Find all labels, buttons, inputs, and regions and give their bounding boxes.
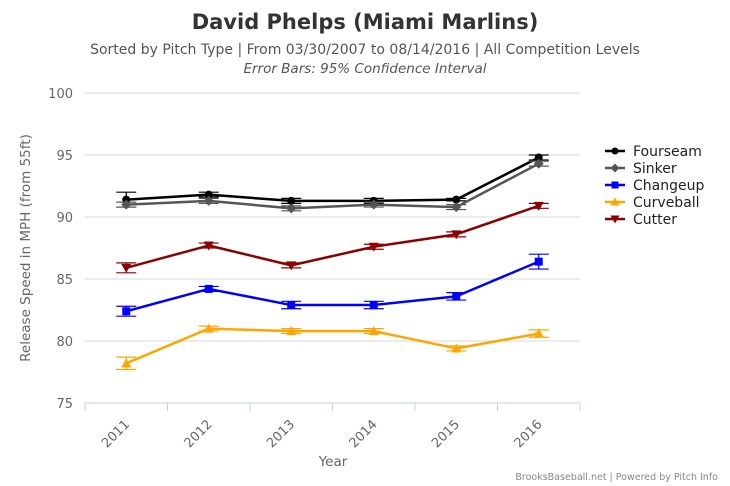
data-point-fourseam-2013	[287, 196, 296, 205]
data-point-sinker-2014	[368, 199, 379, 210]
x-tick-label-2011: 2011	[99, 417, 133, 451]
data-point-sinker-2011	[121, 199, 132, 210]
data-point-cutter-2014	[368, 242, 379, 252]
legend-label-cutter: Cutter	[633, 212, 677, 228]
series-line-fourseam	[125, 156, 540, 203]
data-point-curveball-2011	[121, 358, 132, 368]
chart-subtitle-error-bars: Error Bars: 95% Confidence Interval	[243, 61, 486, 77]
series-layer	[116, 153, 549, 371]
data-point-cutter-2015	[451, 230, 462, 240]
legend-item-changeup[interactable]: Changeup	[605, 178, 704, 194]
x-tick-label-2016: 2016	[512, 417, 546, 451]
data-point-cutter-2016	[533, 201, 544, 211]
legend-item-fourseam[interactable]: Fourseam	[605, 144, 702, 160]
data-point-changeup-2012	[204, 284, 213, 293]
data-point-changeup-2014	[369, 301, 378, 310]
y-tick-label-90: 90	[56, 211, 73, 226]
data-point-curveball-2014	[368, 326, 379, 336]
legend-label-fourseam: Fourseam	[633, 144, 702, 160]
data-point-changeup-2011	[122, 307, 131, 316]
data-point-sinker-2013	[286, 203, 297, 214]
x-tick-label-2012: 2012	[182, 417, 216, 451]
data-point-cutter-2013	[286, 261, 297, 271]
y-tick-label-80: 80	[56, 335, 73, 350]
series-curveball	[116, 323, 549, 371]
legend-marker-cutter	[610, 215, 620, 224]
data-point-cutter-2011	[121, 263, 132, 273]
series-line-curveball	[125, 327, 540, 365]
series-line-sinker	[125, 162, 540, 210]
data-point-curveball-2016	[533, 328, 544, 338]
x-tick-label-2014: 2014	[347, 417, 381, 451]
legend-label-curveball: Curveball	[633, 195, 700, 211]
legend-marker-curveball	[610, 197, 620, 206]
y-tick-label-100: 100	[48, 87, 73, 102]
data-point-changeup-2013	[287, 301, 296, 310]
chart-title: David Phelps (Miami Marlins)	[192, 10, 539, 34]
series-line-cutter	[125, 204, 540, 270]
legend-item-curveball[interactable]: Curveball	[605, 195, 700, 211]
data-point-cutter-2012	[203, 241, 214, 251]
data-point-fourseam-2015	[452, 195, 461, 204]
y-tick-label-75: 75	[56, 397, 73, 412]
chart-subtitle: Sorted by Pitch Type | From 03/30/2007 t…	[90, 42, 640, 58]
series-sinker	[116, 158, 549, 214]
data-point-changeup-2016	[534, 257, 543, 266]
data-point-fourseam-2012	[204, 190, 213, 199]
data-point-curveball-2012	[203, 323, 214, 333]
data-point-sinker-2015	[451, 202, 462, 213]
data-point-sinker-2012	[203, 195, 214, 206]
y-tick-label-95: 95	[56, 149, 73, 164]
data-point-changeup-2015	[452, 292, 461, 301]
legend-item-cutter[interactable]: Cutter	[605, 212, 677, 228]
legend-item-sinker[interactable]: Sinker	[605, 161, 677, 177]
series-line-changeup	[125, 260, 540, 313]
data-point-curveball-2015	[451, 343, 462, 353]
legend-label-sinker: Sinker	[633, 161, 677, 177]
legend-label-changeup: Changeup	[633, 178, 704, 194]
credits-text[interactable]: BrooksBaseball.net | Powered by Pitch In…	[515, 472, 718, 483]
data-point-curveball-2013	[286, 326, 297, 336]
x-tick-label-2015: 2015	[429, 417, 463, 451]
legend-marker-fourseam	[611, 147, 619, 155]
grid-lines	[85, 92, 580, 404]
data-point-fourseam-2016	[534, 153, 543, 162]
x-tick-label-2013: 2013	[264, 417, 298, 451]
y-tick-label-85: 85	[56, 273, 73, 288]
series-fourseam	[116, 153, 549, 208]
data-point-sinker-2016	[533, 158, 544, 169]
series-cutter	[116, 201, 549, 274]
series-changeup	[116, 253, 549, 317]
legend-marker-sinker	[610, 163, 620, 173]
x-axis-title: Year	[318, 454, 348, 470]
y-axis-title: Release Speed in MPH (from 55ft)	[18, 134, 34, 362]
legend-marker-changeup	[611, 181, 619, 189]
